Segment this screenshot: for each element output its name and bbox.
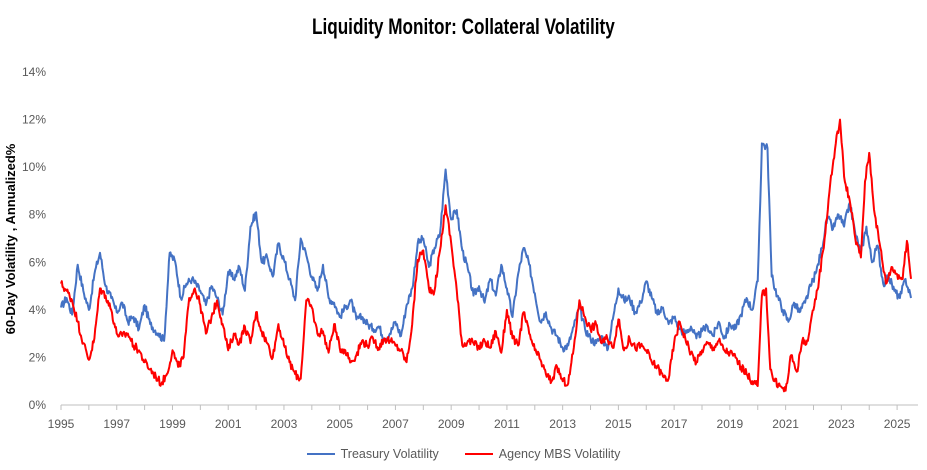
legend-swatch-agency-mbs — [464, 453, 493, 455]
x-tick-label: 2009 — [438, 417, 465, 431]
legend-label-treasury: Treasury Volatility — [340, 447, 439, 461]
chart-title: Liquidity Monitor: Collateral Volatility — [311, 14, 615, 39]
legend: Treasury Volatility Agency MBS Volatilit… — [0, 447, 927, 461]
y-tick-label: 0% — [29, 398, 47, 412]
series-line-agency-mbs — [60, 118, 912, 393]
x-tick-label: 1997 — [103, 417, 130, 431]
x-tick-label: 2001 — [215, 417, 242, 431]
x-axis: 1995 1997 1999 2001 2003 2005 2007 2009 2011 2013… — [48, 404, 918, 431]
x-tick-label: 2007 — [382, 417, 409, 431]
y-tick-label: 6% — [29, 255, 47, 269]
x-tick-label: 2019 — [717, 417, 744, 431]
x-tick-label: 2021 — [772, 417, 799, 431]
x-tick-label: 1995 — [48, 417, 75, 431]
series-line-treasury — [60, 142, 912, 353]
x-tick-label: 2025 — [884, 417, 911, 431]
y-tick-label: 10% — [22, 160, 46, 174]
x-tick-label: 2015 — [605, 417, 632, 431]
x-tick-label: 2011 — [494, 417, 520, 431]
x-tick-label: 2023 — [828, 417, 855, 431]
y-axis-label: 60-Day Volatility , Annualized% — [3, 143, 18, 334]
legend-item-agency-mbs: Agency MBS Volatility — [464, 447, 621, 461]
y-tick-label: 4% — [29, 303, 47, 317]
y-tick-label: 2% — [29, 350, 47, 364]
legend-label-agency-mbs: Agency MBS Volatility — [498, 447, 621, 461]
y-tick-label: 8% — [29, 208, 47, 222]
y-axis: 0% 2% 4% 6% 8% 10% 12% 14% — [22, 65, 46, 412]
y-tick-label: 12% — [22, 113, 46, 127]
legend-swatch-treasury — [306, 453, 335, 455]
x-tick-label: 2013 — [549, 417, 576, 431]
legend-item-treasury: Treasury Volatility — [306, 447, 439, 461]
x-tick-label: 2017 — [661, 417, 688, 431]
x-tick-label: 1999 — [159, 417, 186, 431]
x-tick-label: 2003 — [271, 417, 298, 431]
x-tick-label: 2005 — [326, 417, 353, 431]
series-lines — [60, 118, 912, 393]
y-tick-label: 14% — [22, 65, 46, 79]
